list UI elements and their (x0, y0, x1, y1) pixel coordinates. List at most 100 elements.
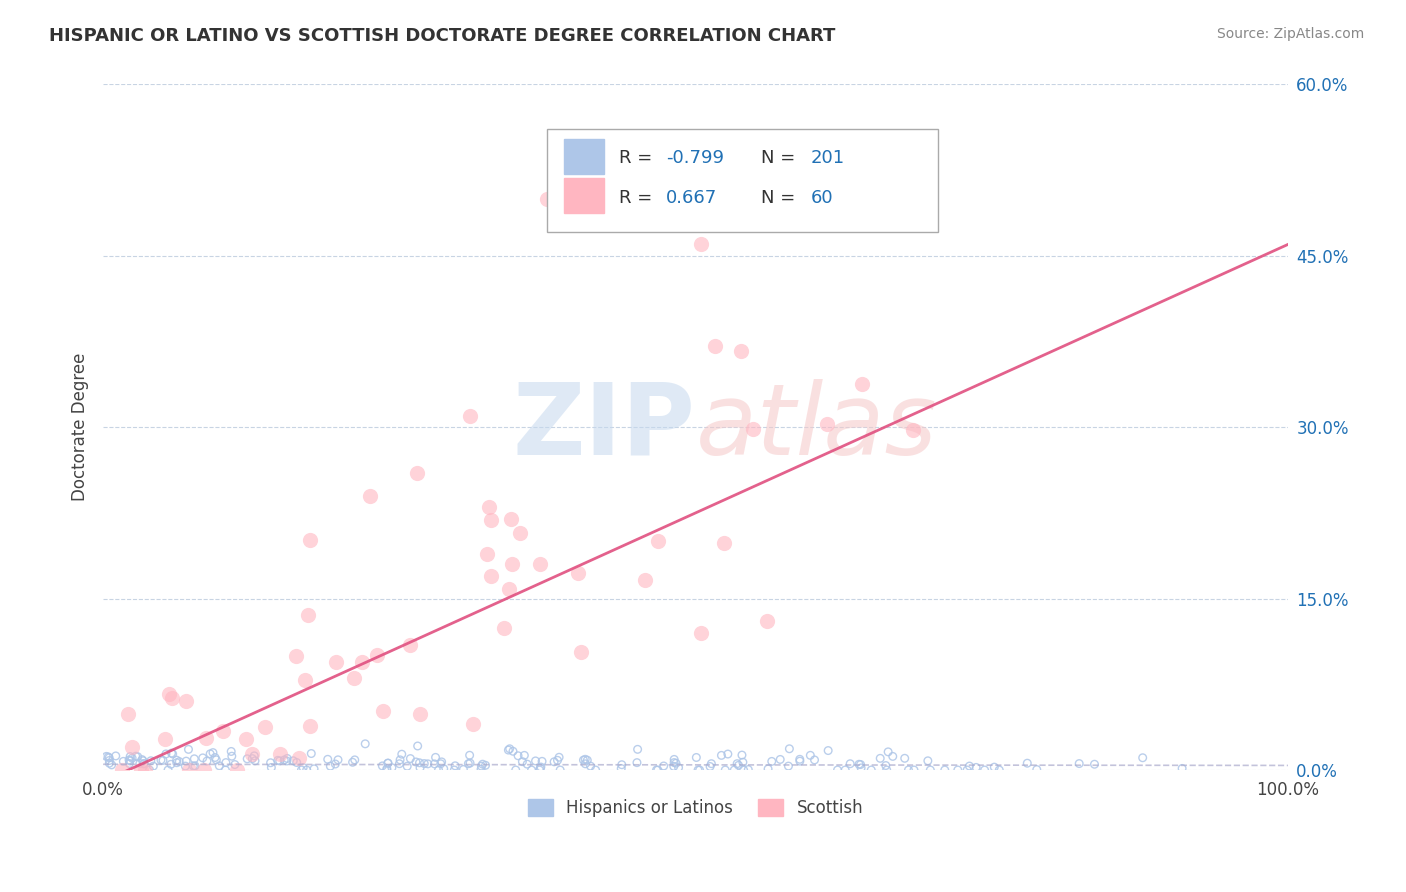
Point (710, 748, 733, 763)
Point (547, 753, 569, 767)
Point (118, 753, 141, 767)
Point (461, 717, 484, 731)
Point (276, 751, 298, 765)
Point (610, 757, 633, 772)
Point (756, 762, 779, 776)
Point (761, 755, 783, 769)
Point (269, 754, 291, 768)
Point (877, 745, 900, 759)
Point (803, 753, 825, 767)
Point (138, 763, 160, 777)
Point (988, 763, 1011, 777)
Point (174, 759, 197, 773)
Point (662, 756, 685, 770)
Point (471, 757, 494, 772)
Point (316, 752, 339, 766)
Point (224, 757, 246, 772)
Point (741, 421, 763, 435)
Point (174, 694, 197, 708)
Point (1171, 761, 1194, 775)
Point (423, 756, 446, 771)
Point (458, 748, 481, 763)
Point (157, 687, 180, 701)
Text: atlas: atlas (696, 379, 938, 475)
Point (162, 690, 184, 705)
Point (665, 756, 688, 771)
Point (662, 759, 685, 773)
Text: Source: ZipAtlas.com: Source: ZipAtlas.com (1216, 27, 1364, 41)
Point (149, 753, 172, 767)
Point (574, 756, 596, 771)
Text: R =: R = (619, 188, 658, 207)
Point (98, 756, 121, 771)
Point (269, 747, 291, 761)
Point (849, 761, 872, 775)
Point (399, 751, 422, 765)
Point (652, 759, 675, 773)
Point (408, 756, 430, 770)
Point (294, 673, 316, 687)
Point (430, 755, 453, 769)
Point (96, 749, 118, 764)
Point (574, 752, 596, 766)
Point (959, 759, 981, 773)
Point (253, 720, 276, 734)
Point (569, 645, 592, 659)
Point (529, 557, 551, 571)
Point (965, 760, 987, 774)
Point (849, 757, 872, 772)
Point (371, 759, 394, 773)
Point (626, 756, 648, 770)
Point (297, 607, 319, 622)
Point (848, 757, 870, 772)
Point (399, 639, 422, 653)
Legend: Hispanics or Latinos, Scottish: Hispanics or Latinos, Scottish (522, 792, 870, 823)
Point (703, 339, 725, 353)
Point (501, 512, 523, 526)
Point (120, 749, 142, 764)
Point (183, 759, 205, 773)
Point (799, 748, 821, 763)
Point (377, 756, 399, 771)
Point (127, 749, 149, 764)
Point (98, 754, 121, 768)
Point (520, 763, 543, 777)
Point (177, 742, 200, 756)
Point (302, 762, 325, 776)
Point (690, 626, 713, 640)
Point (183, 752, 205, 766)
Point (406, 466, 429, 480)
Text: -0.799: -0.799 (666, 150, 724, 168)
Text: N =: N = (761, 188, 801, 207)
Point (221, 749, 243, 764)
Point (453, 763, 475, 777)
Point (166, 753, 188, 767)
Point (391, 747, 413, 762)
Point (839, 756, 862, 771)
Text: HISPANIC OR LATINO VS SCOTTISH DOCTORATE DEGREE CORRELATION CHART: HISPANIC OR LATINO VS SCOTTISH DOCTORATE… (49, 27, 835, 45)
Point (132, 756, 155, 771)
Point (689, 763, 711, 777)
Point (536, 192, 558, 206)
Point (460, 409, 482, 423)
Point (725, 756, 748, 771)
Point (498, 743, 520, 757)
Point (132, 754, 155, 768)
Point (409, 761, 432, 775)
Point (299, 719, 322, 733)
Point (897, 763, 920, 777)
Point (427, 763, 450, 777)
Point (160, 746, 183, 760)
Point (371, 704, 394, 718)
Point (548, 750, 571, 764)
Point (283, 754, 305, 768)
Point (429, 756, 451, 771)
Point (626, 742, 648, 756)
Point (295, 763, 318, 777)
Point (104, 748, 127, 763)
Point (882, 749, 904, 764)
Point (789, 752, 811, 766)
Point (100, 757, 122, 772)
FancyBboxPatch shape (564, 139, 605, 174)
Point (215, 756, 238, 770)
